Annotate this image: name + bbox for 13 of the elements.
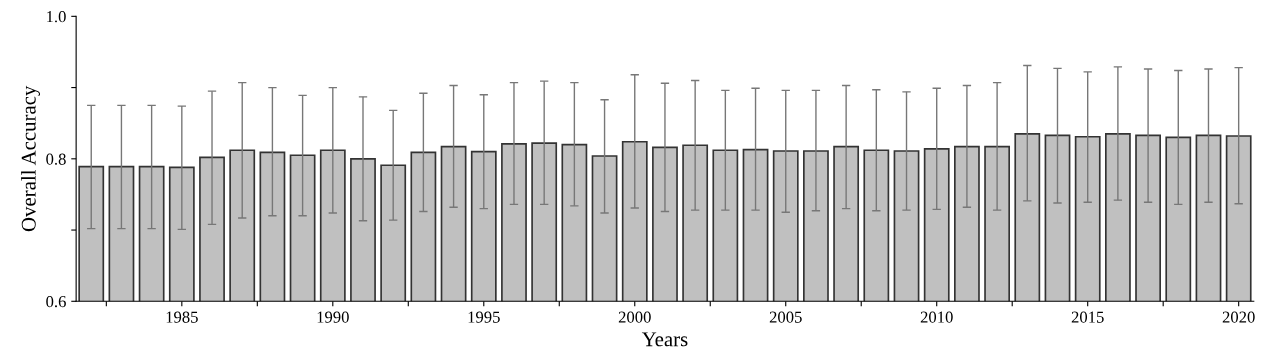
y-tick-label: 0.6 bbox=[46, 295, 66, 308]
x-tick-label: 1985 bbox=[166, 311, 198, 323]
x-tick-label: 2010 bbox=[920, 311, 953, 323]
x-tick-label: 1995 bbox=[468, 311, 500, 323]
x-tick-label: 2015 bbox=[1071, 311, 1104, 323]
x-tick-label: 2005 bbox=[769, 311, 802, 323]
y-tick-label: 1.0 bbox=[47, 11, 66, 23]
x-tick-label: 1990 bbox=[317, 311, 349, 323]
y-tick-label: 0.8 bbox=[46, 153, 66, 165]
x-axis-title: Years bbox=[641, 332, 688, 347]
y-axis-title: Overall Accuracy bbox=[21, 85, 41, 232]
x-tick-label: 2020 bbox=[1222, 311, 1255, 323]
x-tick-label: 2000 bbox=[618, 311, 651, 323]
